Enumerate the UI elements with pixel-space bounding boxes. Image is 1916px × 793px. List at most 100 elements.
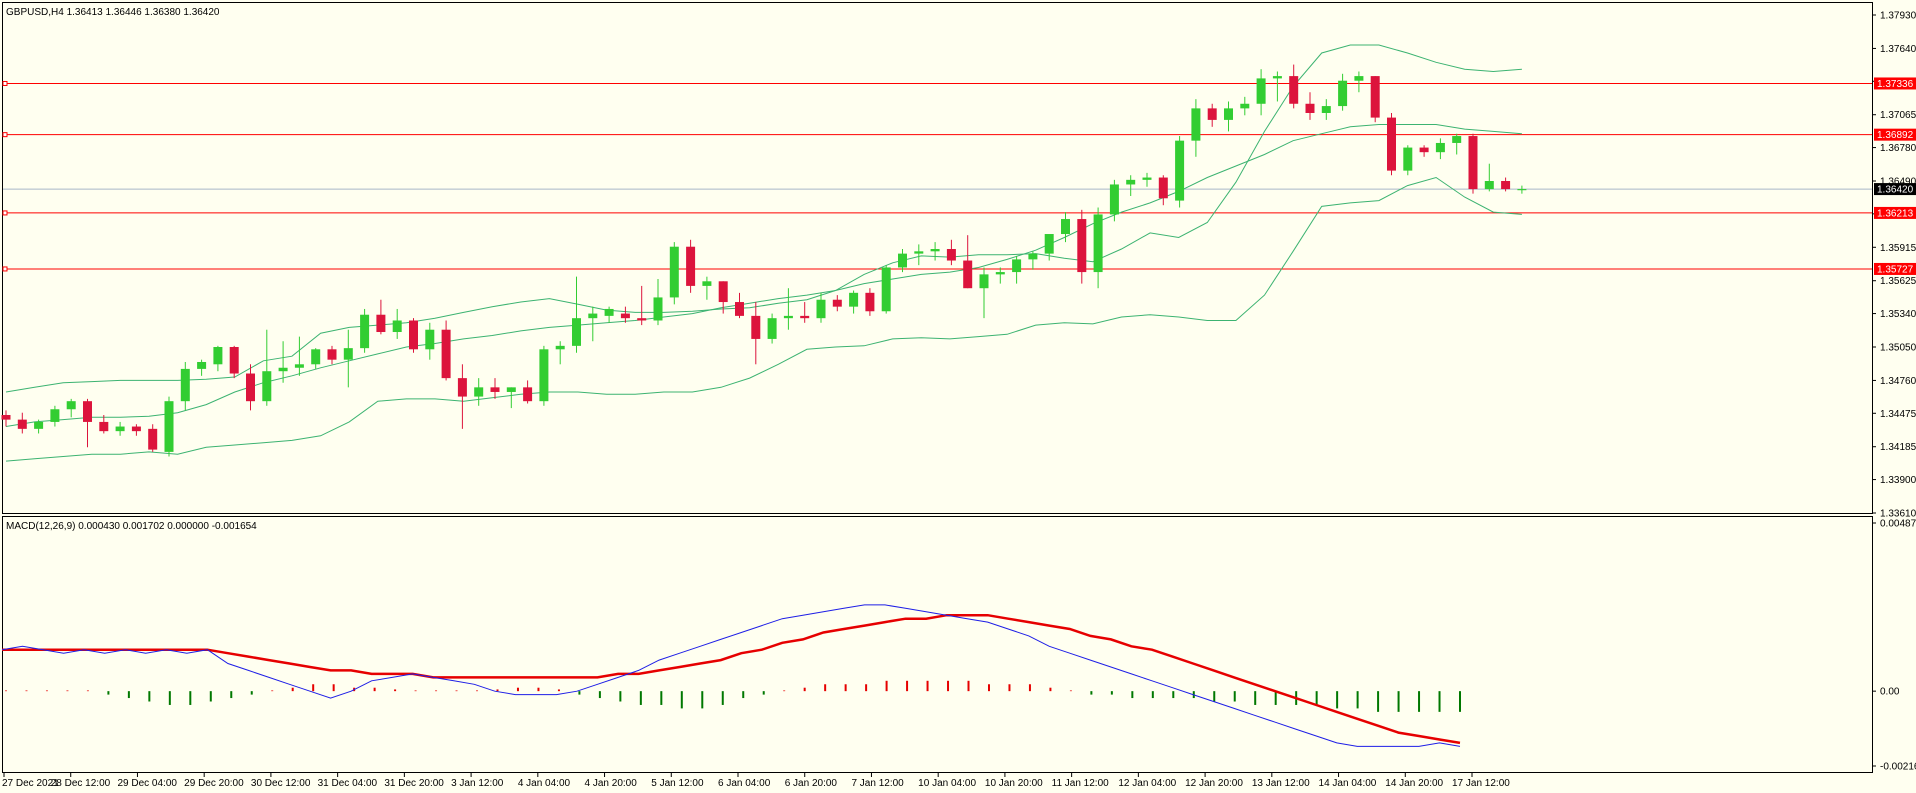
candle[interactable]	[816, 292, 826, 323]
candle[interactable]	[360, 308, 370, 353]
candle[interactable]	[441, 320, 451, 381]
candle[interactable]	[1354, 71, 1364, 93]
candle[interactable]	[99, 415, 109, 434]
candle[interactable]	[376, 299, 386, 335]
candle[interactable]	[849, 290, 859, 314]
candle[interactable]	[262, 329, 272, 406]
candle[interactable]	[425, 322, 435, 360]
candle[interactable]	[669, 242, 679, 305]
candle[interactable]	[1207, 103, 1217, 127]
candle[interactable]	[506, 387, 516, 409]
candle[interactable]	[1256, 69, 1266, 116]
macd-panel[interactable]	[1, 604, 1461, 747]
candle[interactable]	[1501, 177, 1511, 192]
candle[interactable]	[555, 341, 565, 365]
candle[interactable]	[1028, 251, 1038, 270]
candle[interactable]	[115, 421, 125, 436]
candle[interactable]	[1077, 209, 1087, 284]
candle[interactable]	[327, 345, 337, 365]
candle[interactable]	[311, 348, 321, 369]
candle[interactable]	[1289, 64, 1299, 109]
level-handle[interactable]	[2, 132, 8, 138]
candle[interactable]	[164, 396, 174, 457]
candle[interactable]	[604, 306, 614, 323]
candle[interactable]	[1321, 99, 1331, 120]
candle[interactable]	[1484, 163, 1494, 192]
candle[interactable]	[930, 242, 940, 261]
candle[interactable]	[800, 302, 810, 323]
level-handle[interactable]	[2, 210, 8, 216]
candle[interactable]	[490, 378, 500, 399]
candle[interactable]	[83, 398, 92, 448]
candle[interactable]	[148, 424, 158, 452]
candle[interactable]	[783, 288, 793, 330]
candle[interactable]	[17, 412, 27, 434]
candle[interactable]	[1109, 179, 1119, 222]
candle[interactable]	[278, 341, 288, 383]
candle[interactable]	[914, 244, 924, 266]
candle[interactable]	[1191, 99, 1201, 157]
candle[interactable]	[718, 281, 728, 314]
candle[interactable]	[1175, 136, 1185, 208]
candle[interactable]	[66, 398, 76, 418]
candle[interactable]	[898, 249, 907, 273]
candle[interactable]	[1093, 207, 1103, 289]
candle[interactable]	[246, 364, 255, 411]
candle[interactable]	[1452, 133, 1462, 155]
candle[interactable]	[229, 345, 239, 379]
candle[interactable]	[588, 306, 598, 342]
candle[interactable]	[1403, 145, 1413, 176]
candle[interactable]	[180, 361, 190, 411]
candle[interactable]	[653, 278, 663, 326]
candle[interactable]	[572, 276, 581, 353]
candle[interactable]	[1044, 234, 1054, 261]
candle[interactable]	[1224, 101, 1233, 132]
candle[interactable]	[1061, 212, 1070, 243]
candle[interactable]	[620, 306, 630, 323]
level-handle[interactable]	[2, 80, 8, 86]
candle[interactable]	[1387, 112, 1396, 176]
candle[interactable]	[865, 288, 875, 316]
level-handle[interactable]	[2, 266, 8, 272]
candle[interactable]	[1, 410, 11, 427]
candle[interactable]	[702, 276, 712, 300]
candle[interactable]	[686, 239, 696, 293]
candle[interactable]	[539, 345, 549, 406]
candle[interactable]	[1338, 73, 1348, 111]
candle[interactable]	[1126, 175, 1136, 196]
candle[interactable]	[343, 329, 353, 388]
candle[interactable]	[1419, 145, 1429, 157]
candle[interactable]	[1517, 185, 1527, 194]
price-panel[interactable]	[1, 44, 1873, 462]
candle[interactable]	[34, 419, 44, 434]
candle[interactable]	[1240, 96, 1250, 116]
candle[interactable]	[832, 295, 842, 312]
candle[interactable]	[637, 285, 647, 326]
candle[interactable]	[474, 378, 484, 406]
candle[interactable]	[1012, 255, 1022, 284]
candle[interactable]	[995, 267, 1005, 284]
candle[interactable]	[1435, 138, 1445, 160]
candle[interactable]	[946, 239, 956, 266]
candle[interactable]	[1142, 172, 1152, 187]
candle[interactable]	[392, 308, 402, 339]
candle[interactable]	[294, 336, 304, 376]
candle[interactable]	[197, 359, 207, 376]
candle[interactable]	[409, 318, 418, 353]
candle[interactable]	[881, 265, 891, 314]
candle[interactable]	[457, 364, 467, 429]
candle[interactable]	[50, 405, 60, 427]
candle[interactable]	[213, 345, 223, 372]
candle[interactable]	[1468, 133, 1478, 194]
candle[interactable]	[1272, 71, 1282, 102]
candle[interactable]	[751, 302, 761, 365]
candle[interactable]	[963, 235, 973, 289]
candle[interactable]	[979, 267, 989, 319]
candle[interactable]	[735, 292, 744, 319]
candle[interactable]	[523, 380, 533, 404]
candle[interactable]	[1370, 76, 1380, 123]
candle[interactable]	[1158, 175, 1168, 206]
candle[interactable]	[1305, 92, 1315, 120]
candle[interactable]	[767, 313, 777, 344]
